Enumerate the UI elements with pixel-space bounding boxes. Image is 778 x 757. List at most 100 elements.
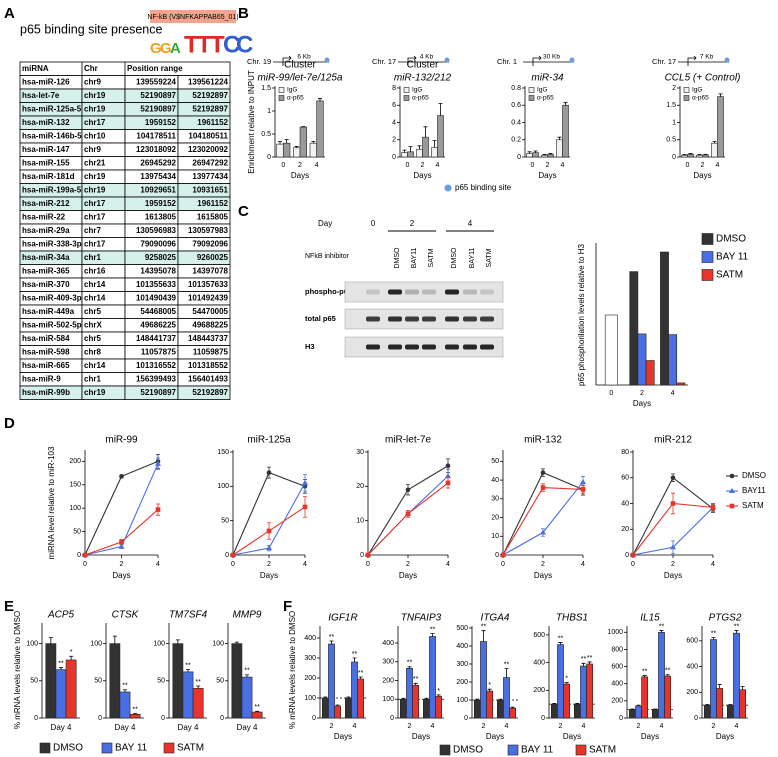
y-tick-label: 0.5 bbox=[261, 131, 271, 138]
error-bar bbox=[311, 140, 316, 144]
table-cell-text: hsa-miR-502-5p bbox=[22, 320, 82, 329]
legend-label: BAY 11 bbox=[521, 745, 554, 756]
y-tick-label: 200 bbox=[382, 677, 394, 684]
table-cell bbox=[177, 385, 231, 400]
error-bar bbox=[402, 149, 407, 153]
chart-title: Cluster bbox=[407, 60, 439, 71]
y-axis-label: Enrichment relative to INPUT bbox=[247, 70, 256, 174]
y-tick-label: 200 bbox=[69, 458, 81, 465]
error-bar bbox=[682, 154, 687, 156]
table-cell-text: hsa-miR-370 bbox=[22, 280, 70, 289]
y-tick-label: 300 bbox=[304, 655, 316, 662]
bar bbox=[681, 154, 688, 158]
y-tick-label: 800 bbox=[611, 646, 623, 653]
table-cell-text: 13975434 bbox=[140, 172, 176, 181]
y-tick-label: 1 bbox=[267, 108, 271, 115]
significance: ** bbox=[587, 655, 593, 662]
y-tick-label: 6 bbox=[392, 102, 396, 109]
significance: ** bbox=[642, 668, 648, 675]
legend-label: IgG bbox=[692, 87, 702, 94]
legend-label: BAY 11 bbox=[115, 743, 148, 754]
y-tick-label: 40 bbox=[491, 477, 499, 484]
error-bar bbox=[335, 704, 340, 706]
y-tick-label: 0 bbox=[77, 552, 81, 559]
table-cell-text: 26947292 bbox=[192, 158, 228, 167]
motif-name: NF-kB (V$NFKAPPAB65_01) bbox=[147, 14, 238, 21]
bar bbox=[526, 153, 533, 158]
error-bar bbox=[294, 146, 299, 148]
table-cell-text: hsa-miR-99b bbox=[22, 388, 70, 397]
significance: ** bbox=[581, 656, 587, 663]
y-tick-label: 0.4 bbox=[511, 119, 521, 126]
y-tick-label: 2 bbox=[672, 85, 676, 92]
blot-band bbox=[445, 316, 459, 322]
table-cell-text: 14395078 bbox=[140, 266, 176, 275]
bar bbox=[556, 139, 563, 158]
blot-band bbox=[366, 289, 380, 295]
y-tick-label: 0.6 bbox=[511, 102, 521, 109]
table-cell-text: chr1 bbox=[84, 253, 101, 262]
table-cell-text: 101316552 bbox=[136, 361, 177, 370]
marker bbox=[580, 487, 586, 492]
legend-swatch bbox=[278, 87, 285, 93]
table-cell-text: 130596983 bbox=[136, 226, 177, 235]
significance: ** bbox=[711, 630, 717, 637]
y-tick-label: 0 bbox=[312, 715, 316, 722]
table-cell-text: 52192897 bbox=[192, 388, 228, 397]
table-cell-text: 54468005 bbox=[140, 307, 176, 316]
bar bbox=[119, 691, 131, 719]
bar bbox=[509, 707, 517, 719]
y-tick-label: 100 bbox=[456, 697, 468, 704]
y-tick-label: 50 bbox=[73, 528, 81, 535]
table-cell-text: 101492439 bbox=[188, 293, 229, 302]
legend-swatch bbox=[701, 269, 714, 281]
x-tick-label: 4 bbox=[505, 723, 509, 730]
legend-label: DMSO bbox=[716, 234, 746, 245]
panel-label: E bbox=[4, 598, 14, 615]
x-tick-label: 4 bbox=[671, 390, 675, 397]
marker bbox=[266, 528, 272, 534]
marker bbox=[729, 488, 735, 493]
x-axis-label: Days bbox=[486, 732, 504, 741]
marker bbox=[119, 474, 124, 479]
table-cell-text: hsa-miR-155 bbox=[22, 158, 70, 167]
y-tick-label: 0.8 bbox=[511, 85, 521, 92]
error-bar bbox=[284, 139, 289, 144]
x-tick-label: 4 bbox=[353, 723, 357, 730]
legend-swatch bbox=[701, 251, 714, 263]
bar bbox=[172, 643, 184, 719]
error-bar bbox=[498, 698, 503, 700]
bar bbox=[668, 334, 678, 386]
blot-band bbox=[463, 344, 477, 350]
table-cell-text: hsa-miR-146b-5p bbox=[22, 131, 87, 140]
table-cell-text: 148441737 bbox=[136, 334, 177, 343]
table-cell-text: chr14 bbox=[84, 293, 106, 302]
marker bbox=[670, 475, 676, 481]
error-bar bbox=[123, 689, 127, 692]
chart-title: ITGA4 bbox=[481, 613, 510, 624]
table-cell-text: chr16 bbox=[84, 266, 106, 275]
legend-label: α-p65 bbox=[287, 95, 304, 102]
x-tick-label: 4 bbox=[735, 723, 739, 730]
bar bbox=[399, 698, 407, 719]
bar bbox=[739, 689, 746, 719]
table-title: p65 binding site presence bbox=[20, 22, 163, 36]
bar bbox=[629, 271, 639, 386]
legend-swatch bbox=[163, 742, 175, 754]
legend-swatch bbox=[403, 95, 410, 101]
bar bbox=[486, 690, 494, 719]
table-cell-text: hsa-miR-29a bbox=[22, 226, 70, 235]
legend-label: SATM bbox=[589, 745, 616, 756]
error-bar bbox=[548, 153, 553, 155]
legend-label: DMSO bbox=[742, 471, 766, 480]
x-tick-label: 4 bbox=[431, 723, 435, 730]
y-tick-label: 1.5 bbox=[666, 102, 676, 109]
error-bar bbox=[557, 136, 562, 140]
significance: * bbox=[565, 676, 568, 683]
y-tick-label: 100 bbox=[212, 640, 224, 647]
y-tick-label: 400 bbox=[611, 681, 623, 688]
legend-label: BAY 11 bbox=[716, 252, 749, 263]
table-cell-text: 1961152 bbox=[197, 118, 228, 127]
y-tick-label: 0.5 bbox=[666, 137, 676, 144]
error-bar bbox=[413, 682, 418, 686]
